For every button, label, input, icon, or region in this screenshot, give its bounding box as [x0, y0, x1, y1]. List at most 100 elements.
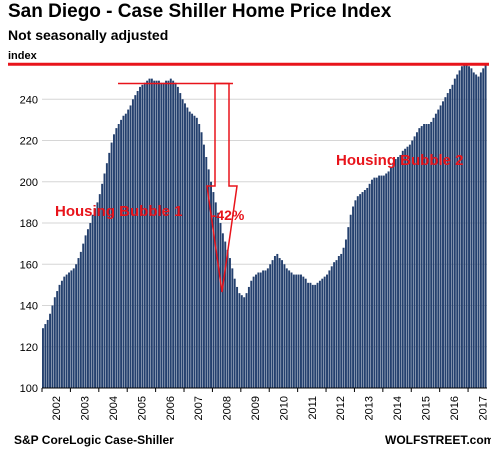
bar: [297, 274, 300, 388]
bar: [378, 175, 381, 388]
bar: [423, 124, 426, 388]
bar: [122, 115, 125, 388]
bar: [202, 144, 205, 389]
bar: [146, 80, 149, 388]
bar: [359, 194, 362, 389]
bar: [475, 74, 478, 388]
bar: [129, 105, 132, 388]
bar: [205, 157, 208, 388]
bar: [283, 264, 286, 388]
annotation-drop-percent: -42%: [212, 207, 245, 223]
bar: [290, 272, 293, 388]
annotation-housing-bubble-2: Housing Bubble 2: [336, 152, 464, 169]
bar: [420, 126, 423, 388]
bar: [439, 105, 442, 388]
x-tick-label: 2010: [278, 396, 290, 420]
x-tick-label: 2014: [392, 396, 404, 420]
bar: [460, 66, 463, 388]
bar: [337, 256, 340, 388]
bar: [231, 268, 234, 389]
bar: [266, 268, 269, 389]
bar: [172, 80, 175, 388]
bar: [302, 276, 305, 389]
bar: [295, 274, 298, 388]
bar: [425, 124, 428, 388]
bar: [468, 66, 470, 388]
bar: [214, 202, 217, 389]
bar: [411, 140, 414, 388]
bar: [68, 272, 70, 388]
bar: [361, 192, 364, 388]
x-tick-label: 2011: [307, 396, 319, 420]
bar: [94, 208, 97, 388]
bar: [281, 260, 284, 389]
bar: [470, 68, 473, 388]
bar: [255, 274, 257, 388]
bar: [292, 274, 295, 388]
x-tick-label: 2007: [193, 396, 205, 420]
bar: [453, 78, 456, 389]
bar: [252, 276, 255, 389]
bar: [430, 121, 433, 388]
bar: [131, 99, 134, 388]
bar: [155, 80, 158, 388]
bar: [311, 284, 314, 389]
bar: [110, 142, 113, 388]
x-tick-label: 2006: [165, 396, 177, 420]
bar: [262, 270, 265, 388]
bar: [236, 286, 239, 388]
bar: [134, 95, 137, 389]
bar: [191, 113, 194, 388]
bar: [404, 148, 407, 388]
bar: [413, 136, 416, 389]
y-tick-label: 140: [20, 301, 38, 313]
bar: [247, 286, 250, 388]
bar: [219, 223, 222, 388]
bar: [477, 76, 480, 388]
bar: [186, 107, 189, 388]
bar: [207, 169, 210, 389]
bar: [150, 78, 153, 389]
bar: [371, 179, 373, 388]
bar: [217, 212, 220, 388]
bar: [75, 264, 78, 388]
bar: [226, 249, 229, 388]
bar: [340, 253, 343, 388]
bar: [314, 284, 317, 389]
x-tick-label: 2004: [108, 396, 120, 420]
bar: [273, 256, 276, 388]
bar: [257, 272, 260, 388]
bar: [101, 183, 104, 388]
y-tick-label: 200: [20, 177, 38, 189]
bar: [127, 109, 130, 388]
bar: [323, 276, 326, 389]
bar: [250, 280, 253, 388]
bar: [115, 128, 118, 389]
bar: [165, 80, 168, 388]
bar: [63, 276, 66, 389]
bar: [167, 80, 170, 388]
bar: [84, 235, 87, 389]
bar: [117, 124, 120, 388]
bar: [380, 175, 383, 388]
y-tick-label: 180: [20, 218, 38, 230]
x-tick-label: 2017: [477, 396, 489, 420]
bar: [300, 274, 302, 388]
bar: [330, 266, 333, 388]
bar: [418, 128, 421, 389]
bar: [82, 243, 85, 389]
bar: [432, 117, 435, 388]
bar: [318, 280, 321, 388]
bar: [385, 173, 388, 388]
y-tick-label: 120: [20, 342, 38, 354]
bar: [316, 282, 319, 388]
x-tick-label: 2002: [51, 396, 63, 420]
bar: [49, 313, 52, 388]
bar: [387, 171, 390, 388]
bar: [153, 80, 156, 388]
bar: [408, 144, 411, 389]
bar: [394, 159, 397, 388]
bar: [482, 68, 485, 388]
bar: [233, 278, 236, 388]
x-tick-label: 2015: [420, 396, 432, 420]
